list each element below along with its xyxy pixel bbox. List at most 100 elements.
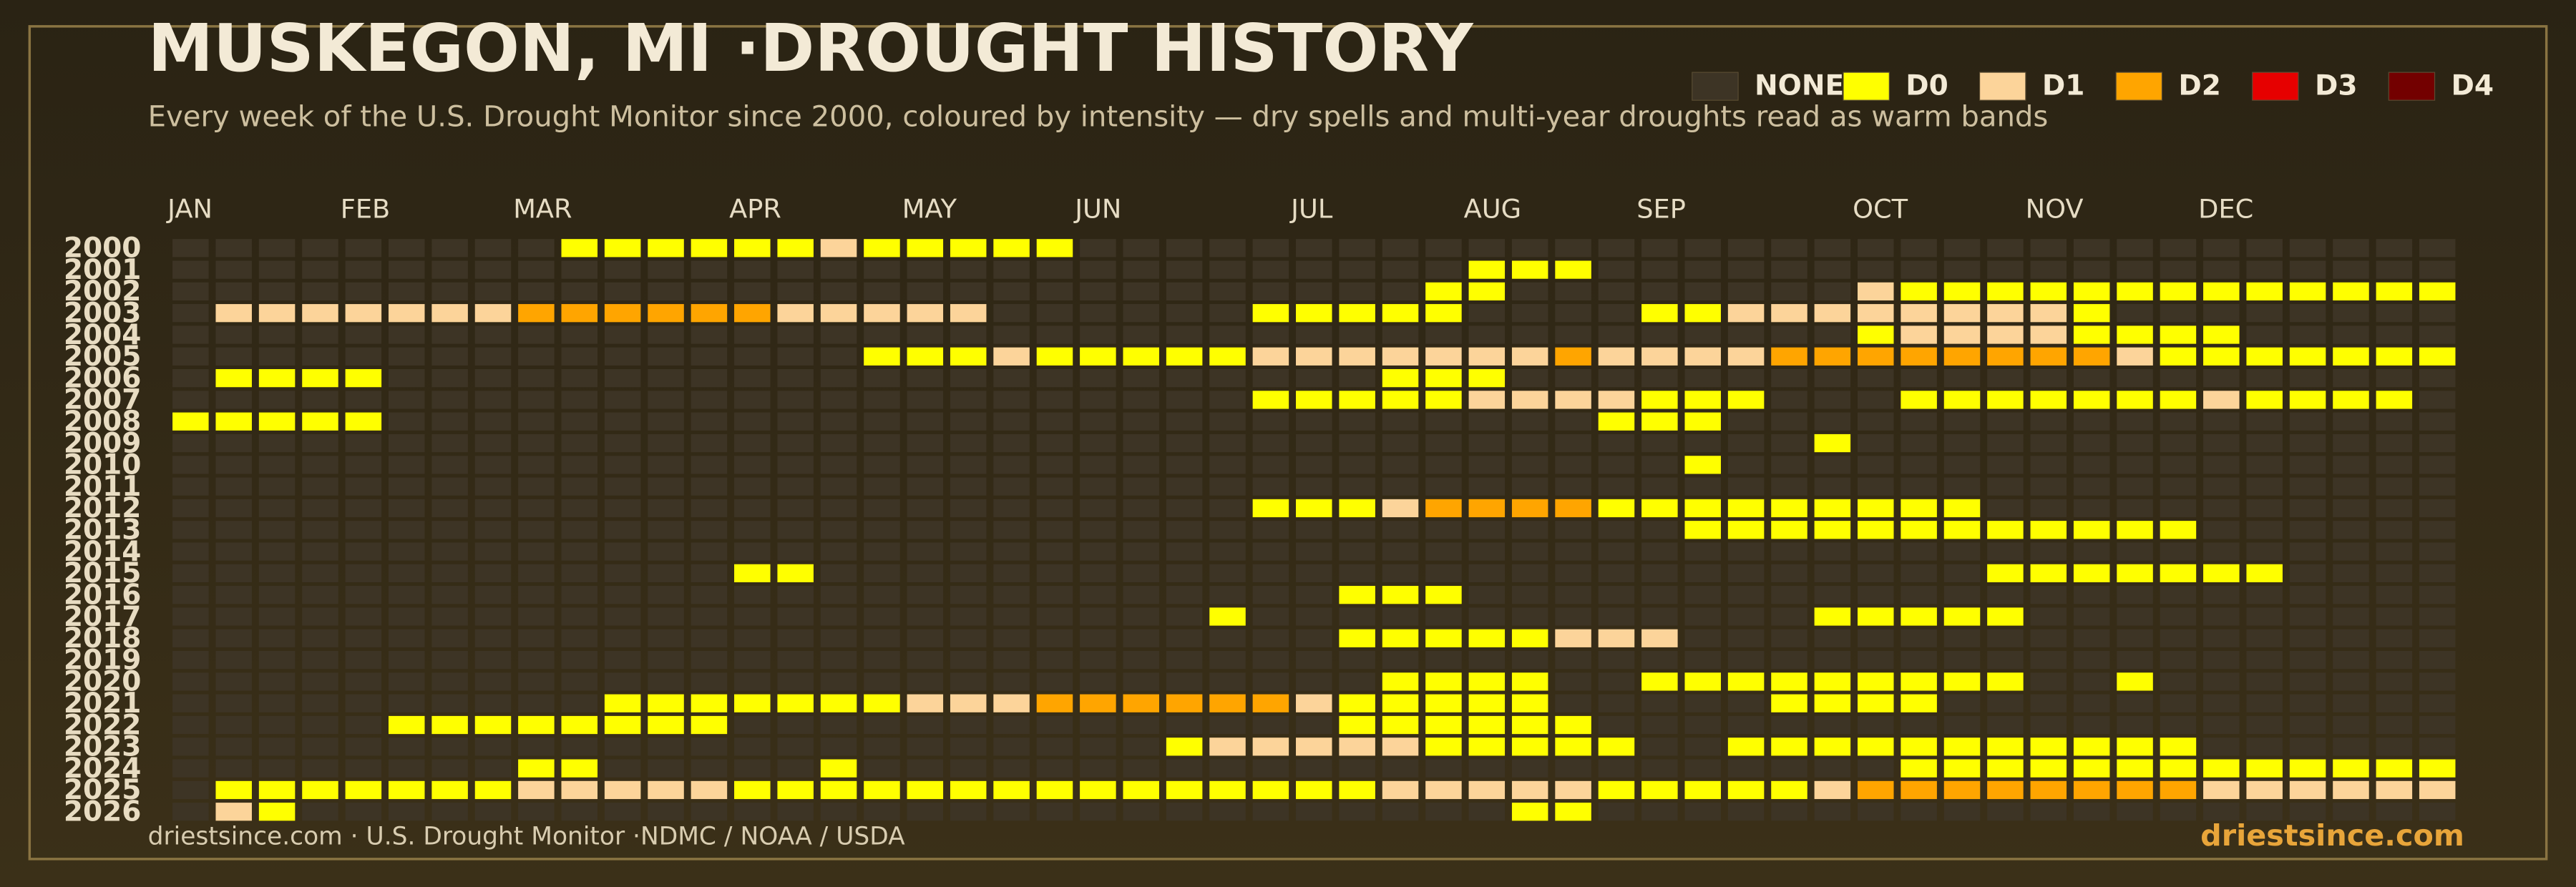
cell	[388, 564, 425, 583]
cell	[691, 715, 728, 735]
cell	[1425, 521, 1462, 539]
cell	[2333, 803, 2369, 821]
cell	[648, 586, 684, 604]
cell	[691, 368, 728, 388]
cell	[864, 391, 900, 409]
cell	[820, 456, 857, 474]
cell	[1339, 456, 1375, 474]
cell	[1468, 239, 1506, 258]
cell	[1382, 347, 1419, 366]
cell	[648, 282, 684, 301]
cell	[345, 564, 382, 583]
cell	[2419, 325, 2456, 344]
cell	[907, 672, 944, 691]
cell	[1296, 325, 1332, 344]
cell	[1209, 325, 1246, 344]
cell	[648, 715, 684, 735]
cell	[302, 391, 338, 409]
cell	[2376, 780, 2413, 800]
cell	[734, 260, 771, 279]
cell	[1987, 629, 2024, 647]
cell	[2160, 542, 2197, 561]
cell	[1036, 586, 1073, 604]
cell	[302, 521, 338, 539]
cell	[1468, 737, 1506, 756]
cell	[1727, 715, 1765, 735]
cell	[1814, 260, 1851, 279]
cell	[777, 391, 814, 409]
cell	[1468, 542, 1506, 561]
cell	[518, 456, 555, 474]
cell	[1036, 391, 1073, 409]
cell	[1468, 260, 1506, 279]
cell	[777, 737, 814, 756]
cell	[1036, 433, 1073, 453]
cell	[1641, 391, 1678, 409]
cell	[2246, 586, 2283, 604]
cell	[2160, 347, 2197, 366]
cell	[431, 521, 468, 539]
cell	[1296, 759, 1332, 778]
cell	[1080, 433, 1116, 453]
cell	[2289, 737, 2326, 756]
cell	[2030, 650, 2067, 670]
cell	[1771, 477, 1807, 496]
cell	[604, 499, 641, 518]
cell	[1123, 715, 1159, 735]
cell	[2073, 737, 2110, 756]
cell	[1252, 391, 1289, 409]
cell	[907, 282, 944, 301]
cell	[1036, 347, 1073, 366]
cell	[302, 607, 338, 626]
cell	[2246, 629, 2283, 647]
cell	[1425, 391, 1462, 409]
cell	[820, 521, 857, 539]
cell	[777, 260, 814, 279]
cell	[734, 694, 771, 712]
cell	[1209, 456, 1246, 474]
cell	[561, 564, 598, 583]
cell	[907, 737, 944, 756]
cell	[1727, 260, 1765, 279]
cell	[1382, 521, 1419, 539]
cell	[172, 737, 209, 756]
cell	[1166, 391, 1203, 409]
cell	[950, 629, 987, 647]
cell	[2376, 304, 2413, 323]
cell	[2376, 672, 2413, 691]
cell	[1511, 629, 1548, 647]
cell	[2289, 715, 2326, 735]
cell	[993, 542, 1030, 561]
cell	[1943, 433, 1981, 453]
cell	[2030, 304, 2067, 323]
cell	[258, 368, 296, 388]
cell	[1166, 412, 1203, 431]
cell	[215, 650, 252, 670]
cell	[215, 239, 252, 258]
cell	[1468, 368, 1506, 388]
x-tick-label: NOV	[2026, 193, 2084, 224]
cell	[388, 304, 425, 323]
cell	[1771, 347, 1807, 366]
cell	[2289, 477, 2326, 496]
cell	[561, 499, 598, 518]
cell	[474, 759, 512, 778]
cell	[1943, 629, 1981, 647]
cell	[1511, 542, 1548, 561]
cell	[1339, 412, 1375, 431]
cell	[518, 780, 555, 800]
x-tick-label: APR	[729, 193, 781, 224]
cell	[1339, 586, 1375, 604]
cell	[1468, 347, 1506, 366]
cell	[1771, 282, 1807, 301]
cell	[604, 759, 641, 778]
cell	[1598, 694, 1635, 712]
x-tick-label: FEB	[341, 193, 391, 224]
cell	[820, 780, 857, 800]
cell	[1382, 239, 1419, 258]
cell	[345, 499, 382, 518]
cell	[604, 477, 641, 496]
cell	[950, 780, 987, 800]
cell	[1814, 586, 1851, 604]
cell	[2289, 325, 2326, 344]
